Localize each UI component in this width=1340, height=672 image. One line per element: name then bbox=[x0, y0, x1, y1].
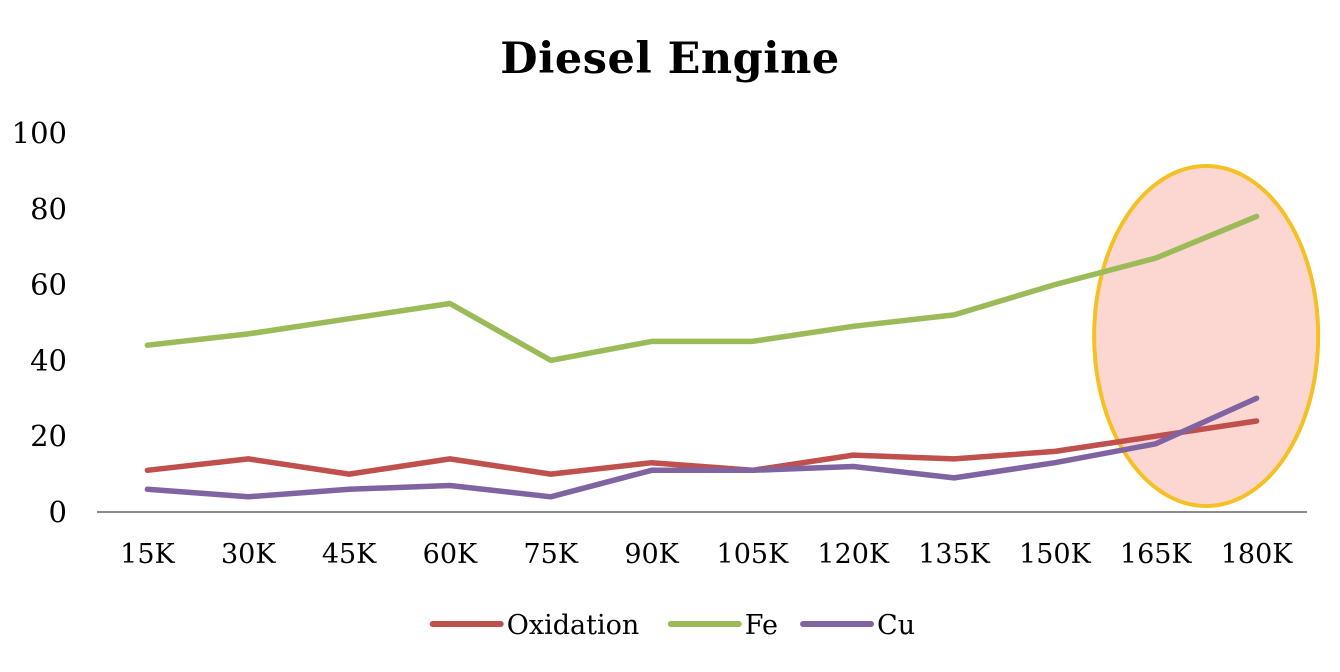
x-tick-label: 90K bbox=[624, 539, 679, 570]
series-line-fe bbox=[144, 213, 1260, 364]
y-tick-label: 100 bbox=[12, 116, 67, 150]
x-tick-label: 105K bbox=[717, 539, 790, 570]
series-line-oxidation bbox=[144, 418, 1260, 477]
x-tick-label: 60K bbox=[423, 539, 478, 570]
x-tick-label: 75K bbox=[523, 539, 578, 570]
x-tick-label: 120K bbox=[817, 539, 890, 570]
x-tick-label: 150K bbox=[1019, 539, 1092, 570]
legend-label: Cu bbox=[877, 610, 915, 641]
chart-title: Diesel Engine bbox=[500, 34, 840, 84]
x-tick-label: 180K bbox=[1221, 539, 1294, 570]
x-tick-label: 135K bbox=[918, 539, 991, 570]
legend-label: Fe bbox=[745, 610, 778, 641]
legend-label: Oxidation bbox=[507, 610, 640, 641]
y-tick-label: 20 bbox=[30, 419, 67, 453]
y-tick-label: 40 bbox=[30, 343, 67, 377]
y-tick-label: 80 bbox=[30, 192, 67, 226]
y-tick-label: 60 bbox=[30, 268, 67, 302]
series-line-cu bbox=[144, 395, 1260, 500]
highlight-ellipse bbox=[1092, 164, 1321, 508]
y-tick-label: 0 bbox=[49, 495, 67, 529]
x-tick-label: 45K bbox=[322, 539, 377, 570]
x-tick-label: 15K bbox=[120, 539, 175, 570]
x-tick-label: 165K bbox=[1120, 539, 1193, 570]
x-tick-label: 30K bbox=[221, 539, 276, 570]
